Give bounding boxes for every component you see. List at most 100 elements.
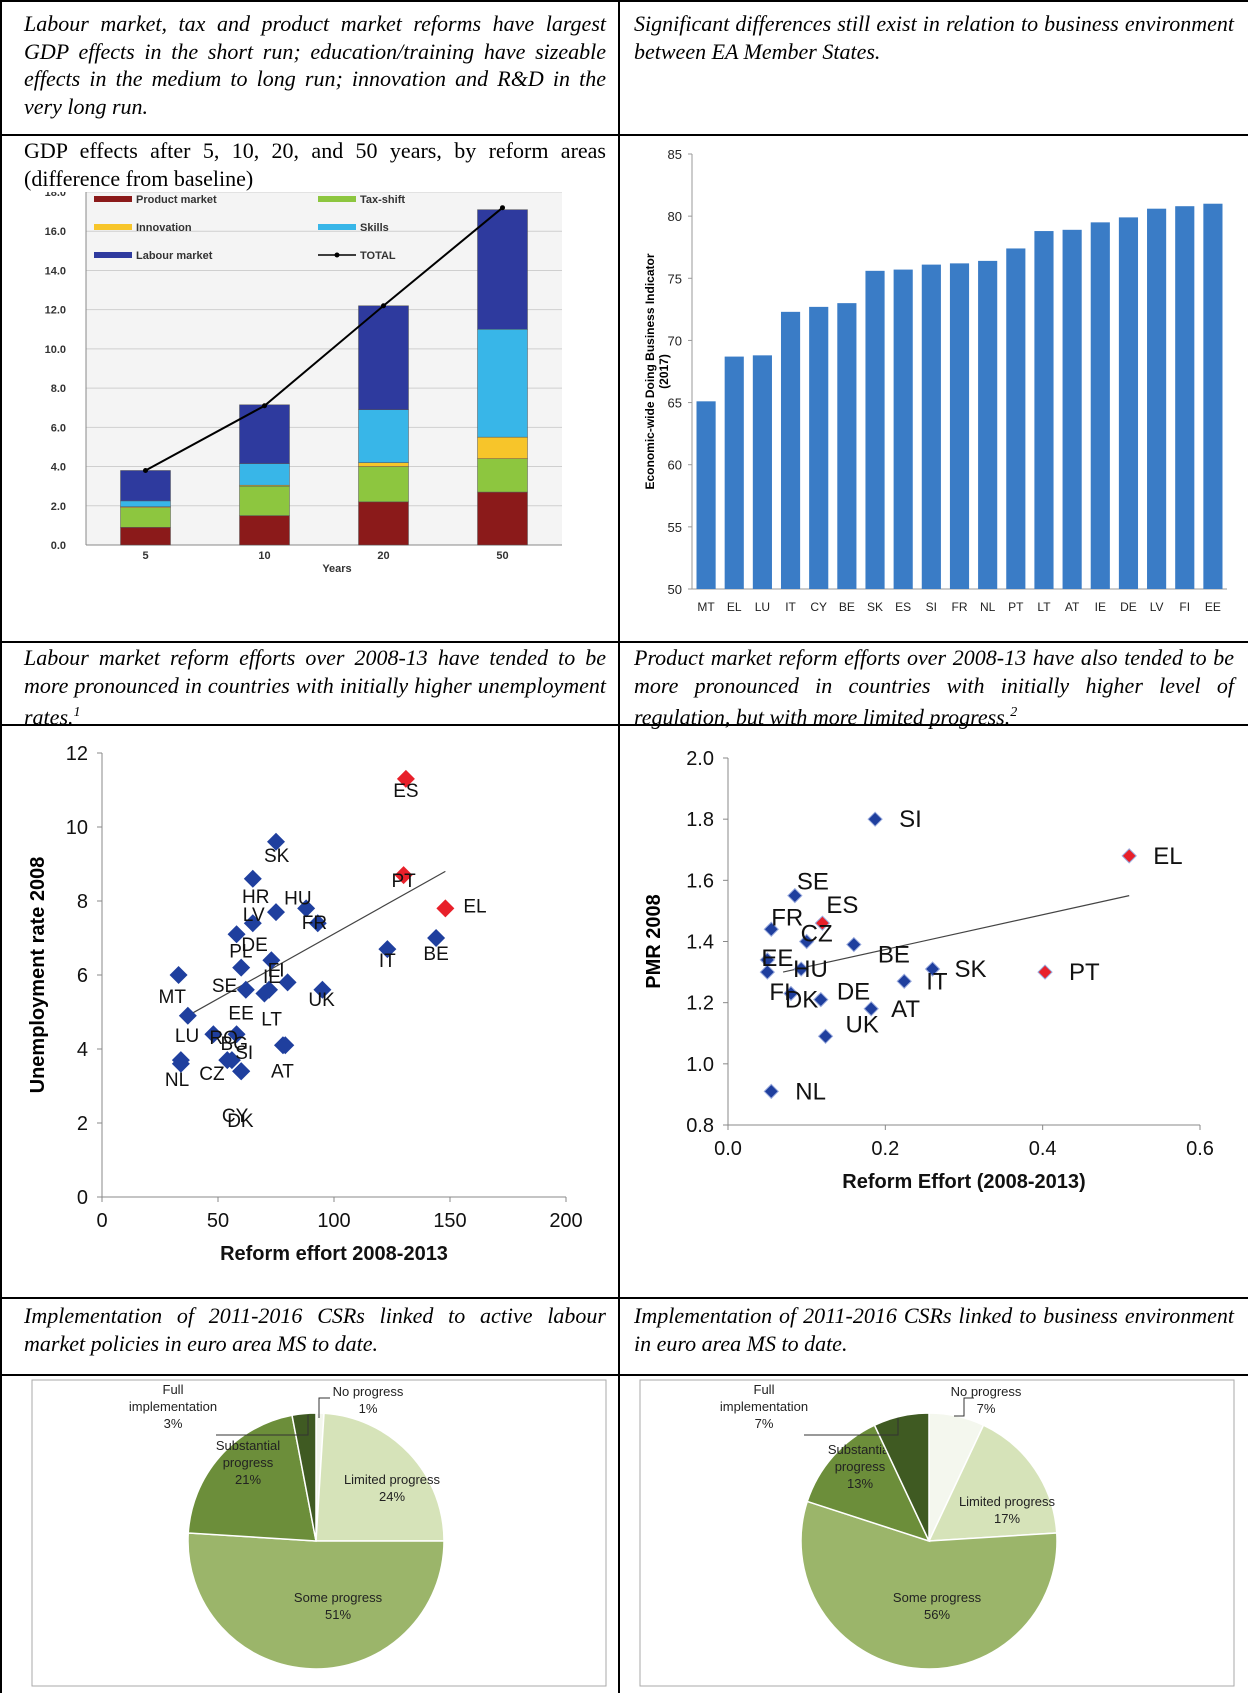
- y-tick-label: 8.0: [51, 383, 66, 395]
- point-pl: [232, 958, 251, 977]
- y-tick-label: 55: [668, 520, 682, 535]
- pie-label-some-progress: Some progress 51%: [294, 1590, 383, 1622]
- pie-slice-substantial-progress: [187, 1414, 317, 1542]
- x-tick-label: AT: [1065, 600, 1080, 614]
- bar-fr: [949, 263, 970, 589]
- pie-label-line: 3%: [164, 1416, 183, 1431]
- pie-label-substantial-progress: Substantial progress 21%: [216, 1438, 280, 1487]
- y-tick-label: 65: [668, 396, 682, 411]
- caption-product-reform-text: Product market reform efforts over 2008-…: [634, 645, 1234, 730]
- x-axis-title: Years: [322, 563, 351, 575]
- x-tick-label: 100: [317, 1210, 350, 1232]
- pie-label-line: 24%: [379, 1489, 405, 1504]
- x-tick-label: 20: [377, 550, 389, 562]
- total-point: [143, 467, 148, 473]
- table-rule-4: [0, 1297, 1248, 1299]
- point-pt: [1037, 964, 1053, 980]
- bar-segment-labour-market: [358, 305, 409, 410]
- point-label-dk: DK: [785, 986, 818, 1013]
- point-de: [262, 951, 281, 970]
- pie-label-line: Some progress: [893, 1590, 982, 1605]
- point-el: [436, 899, 455, 918]
- point-label-uk: UK: [846, 1011, 879, 1038]
- point-at: [863, 1001, 879, 1017]
- y-axis-title: Economic-wide Doing Business Indicator(2…: [643, 253, 671, 489]
- table-column-divider: [618, 0, 620, 1693]
- point-se: [236, 980, 255, 999]
- point-be: [427, 929, 446, 947]
- x-tick-label: NL: [980, 600, 996, 614]
- point-at: [273, 1036, 292, 1055]
- point-dk: [783, 985, 799, 1002]
- point-bg: [227, 1025, 246, 1044]
- point-label-hu: HU: [793, 956, 828, 983]
- x-tick-label: 0.0: [714, 1138, 742, 1160]
- legend-label-tax-shift: Tax-shift: [360, 194, 405, 206]
- pie-label-line: progress: [835, 1459, 886, 1474]
- bar-segment-tax-shift: [358, 466, 409, 503]
- bar-lv: [1147, 208, 1167, 589]
- point-pt: [394, 866, 413, 885]
- pie-slice-some-progress: [187, 1532, 445, 1670]
- point-label-es: ES: [393, 781, 418, 802]
- point-hu: [793, 961, 809, 977]
- y-tick-label: 0: [77, 1187, 88, 1209]
- point-label-de: DE: [837, 979, 870, 1006]
- pie-leader-no-progress: [954, 1397, 974, 1417]
- total-point: [262, 403, 267, 409]
- point-label-lu: LU: [175, 1026, 199, 1047]
- y-axis-title: PMR 2008: [643, 894, 665, 989]
- point-label-it: IT: [926, 968, 948, 995]
- pie-label-line: implementation: [129, 1399, 217, 1414]
- bar-segment-product-market: [239, 515, 290, 546]
- table-rule-3: [0, 724, 1248, 726]
- caption-business-environment: Significant differences still exist in r…: [634, 11, 1234, 64]
- bar-segment-innovation: [477, 436, 528, 459]
- point-label-ie: IE: [263, 967, 281, 988]
- bar-pt: [1006, 248, 1026, 589]
- pie-leader-full-implementation: [804, 1418, 899, 1436]
- pie-leader-no-progress: [318, 1397, 330, 1418]
- y-tick-label: 1.4: [686, 932, 714, 954]
- point-unlabelled: [178, 1006, 197, 1025]
- legend-label-skills: Skills: [360, 222, 389, 234]
- point-label-pt: PT: [1069, 959, 1100, 986]
- point-sk: [924, 961, 941, 977]
- bar-lt: [1034, 231, 1054, 590]
- point-es: [814, 915, 831, 931]
- y-tick-label: 12: [66, 743, 88, 765]
- bar-segment-innovation: [358, 462, 409, 467]
- caption-labour-reform: Labour market reform efforts over 2008-1…: [24, 644, 606, 731]
- pie-slice-limited-progress: [315, 1412, 445, 1542]
- bar-segment-skills: [239, 463, 290, 486]
- x-tick-label: 5: [142, 550, 148, 562]
- point-es: [396, 769, 415, 788]
- x-tick-label: LT: [1037, 600, 1051, 614]
- point-it: [896, 973, 912, 989]
- x-tick-label: 0.4: [1029, 1138, 1057, 1160]
- x-axis-title: Reform effort 2008-2013: [220, 1243, 448, 1265]
- point-label-be: BE: [878, 942, 910, 969]
- point-label-fi: FI: [268, 960, 285, 981]
- point-nl: [171, 1054, 190, 1073]
- legend-marker-total: [334, 252, 340, 258]
- pie-label-line: No progress: [951, 1384, 1022, 1399]
- point-label-cz: CZ: [801, 921, 833, 948]
- bar-segment-product-market: [120, 527, 171, 546]
- doing-business-chart: 50 55 60 65 70 75 80 85 MT EL LU IT CY BE SK ES SI FR NL PT…: [643, 147, 1227, 614]
- x-tick-label: 150: [433, 1210, 466, 1232]
- bar-it: [780, 311, 801, 589]
- y-tick-label: 4: [77, 1039, 88, 1061]
- point-label-sk: SK: [955, 956, 987, 983]
- caption-product-reform: Product market reform efforts over 2008-…: [634, 644, 1234, 731]
- y-tick-label: 50: [668, 582, 682, 597]
- x-tick-label: SK: [867, 600, 883, 614]
- x-tick-label: 10: [258, 550, 270, 562]
- total-point: [500, 205, 505, 211]
- x-tick-label: IT: [785, 600, 796, 614]
- pie-label-line: 7%: [755, 1416, 774, 1431]
- point-cy: [222, 1051, 241, 1070]
- bar-segment-tax-shift: [239, 485, 290, 516]
- x-tick-label: 0: [96, 1210, 107, 1232]
- point-label-si: SI: [235, 1043, 253, 1064]
